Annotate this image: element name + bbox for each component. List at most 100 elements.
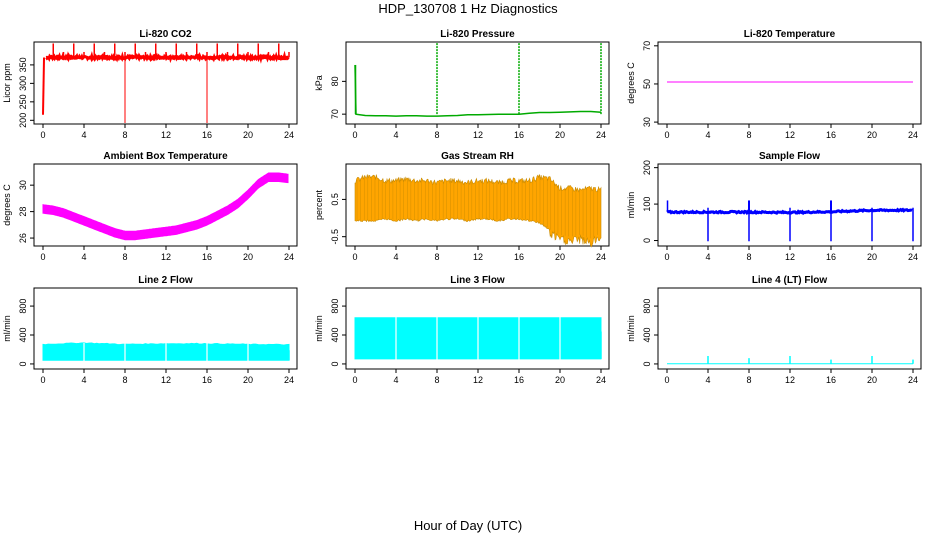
x-tick-label: 0 — [664, 375, 669, 385]
panel-title: Sample Flow — [759, 151, 820, 162]
x-tick-label: 20 — [243, 375, 253, 385]
x-tick-label: 4 — [393, 252, 398, 262]
x-tick-label: 4 — [81, 375, 86, 385]
x-tick-label: 4 — [393, 375, 398, 385]
y-axis-label: ml/min — [626, 192, 636, 219]
x-tick-label: 12 — [473, 130, 483, 140]
x-tick-label: 24 — [596, 252, 606, 262]
x-tick-label: 24 — [908, 252, 918, 262]
y-tick-label: 80 — [330, 76, 340, 86]
panel-7: Line 2 Flow ml/min 0 4 8 12 16 20 24 0 400 800 — [2, 275, 298, 385]
x-tick-label: 16 — [202, 375, 212, 385]
x-tick-label: 12 — [161, 130, 171, 140]
y-tick-label: 0.5 — [330, 193, 340, 206]
y-tick-label: 800 — [18, 299, 28, 314]
y-axis-label: degrees C — [2, 184, 12, 226]
panel-title: Li-820 Pressure — [440, 29, 515, 40]
x-tick-label: 20 — [867, 252, 877, 262]
x-tick-label: 4 — [705, 375, 710, 385]
y-tick-label: 200 — [642, 160, 652, 175]
y-tick-label: 0 — [330, 361, 340, 366]
x-tick-label: 8 — [434, 252, 439, 262]
y-tick-label: 100 — [642, 197, 652, 212]
panel-title: Line 3 Flow — [450, 275, 505, 286]
y-tick-label: 400 — [330, 327, 340, 342]
page-title: HDP_130708 1 Hz Diagnostics — [378, 1, 558, 16]
x-axis-label: Hour of Day (UTC) — [413, 518, 523, 533]
plot-frame — [657, 41, 922, 125]
x-tick-label: 0 — [40, 252, 45, 262]
panel-2: Li-820 Pressure kPa 0 4 8 12 16 20 24 70 80 — [314, 29, 610, 140]
x-tick-label: 8 — [122, 252, 127, 262]
y-axis-label: percent — [314, 189, 324, 220]
x-tick-label: 0 — [40, 130, 45, 140]
x-tick-label: 20 — [867, 130, 877, 140]
y-tick-label: 200 — [18, 113, 28, 128]
x-tick-label: 4 — [705, 252, 710, 262]
y-tick-label: 70 — [330, 109, 340, 119]
panel-title: Li-820 Temperature — [744, 29, 836, 40]
x-tick-label: 12 — [161, 252, 171, 262]
panel-4: Ambient Box Temperature degrees C 0 4 8 12 16 2… — [2, 151, 298, 262]
panel-8: Line 3 Flow ml/min 0 4 8 12 16 20 24 0 400 800 — [314, 275, 610, 385]
x-tick-label: 8 — [434, 375, 439, 385]
y-tick-label: 300 — [18, 76, 28, 91]
series-band — [354, 174, 602, 248]
series-line — [45, 50, 290, 64]
x-tick-label: 8 — [434, 130, 439, 140]
panel-title: Gas Stream RH — [441, 151, 514, 162]
x-tick-label: 12 — [785, 375, 795, 385]
x-tick-label: 16 — [514, 375, 524, 385]
y-axis-label: ml/min — [314, 315, 324, 342]
y-tick-label: 30 — [18, 180, 28, 190]
x-tick-label: 12 — [785, 130, 795, 140]
y-axis-label: degrees C — [626, 62, 636, 104]
y-tick-label: 50 — [642, 79, 652, 89]
x-tick-label: 16 — [202, 130, 212, 140]
x-tick-label: 20 — [555, 252, 565, 262]
x-tick-label: 4 — [705, 130, 710, 140]
x-tick-label: 4 — [81, 130, 86, 140]
x-tick-label: 24 — [284, 130, 294, 140]
panel-1: Li-820 CO2 Licor ppm 0 4 8 12 16 20 24 200 250 300 3… — [2, 29, 298, 140]
series-line — [42, 57, 46, 115]
x-tick-label: 8 — [122, 130, 127, 140]
x-tick-label: 12 — [161, 375, 171, 385]
x-tick-label: 4 — [393, 130, 398, 140]
y-tick-label: 30 — [642, 117, 652, 127]
y-tick-label: 800 — [642, 299, 652, 314]
x-tick-label: 12 — [473, 252, 483, 262]
x-tick-label: 24 — [908, 130, 918, 140]
x-tick-label: 24 — [596, 375, 606, 385]
panel-3: Li-820 Temperature degrees C 0 4 8 12 16 20 24 30… — [626, 29, 922, 140]
x-tick-label: 16 — [202, 252, 212, 262]
y-tick-label: 0 — [18, 361, 28, 366]
y-tick-label: 0 — [642, 361, 652, 366]
x-tick-label: 16 — [826, 130, 836, 140]
x-tick-label: 8 — [746, 130, 751, 140]
x-tick-label: 0 — [352, 375, 357, 385]
x-tick-label: 4 — [81, 252, 86, 262]
y-axis-label: ml/min — [626, 315, 636, 342]
x-tick-label: 8 — [746, 252, 751, 262]
x-tick-label: 16 — [514, 130, 524, 140]
x-tick-label: 8 — [122, 375, 127, 385]
y-axis-label: kPa — [314, 75, 324, 91]
y-axis-label: Licor ppm — [2, 63, 12, 103]
x-tick-label: 20 — [243, 252, 253, 262]
x-tick-label: 16 — [514, 252, 524, 262]
y-tick-label: 400 — [18, 327, 28, 342]
series-line — [354, 64, 602, 117]
y-tick-label: 400 — [642, 327, 652, 342]
x-tick-label: 0 — [40, 375, 45, 385]
y-tick-label: -0.5 — [330, 229, 340, 245]
x-tick-label: 24 — [284, 252, 294, 262]
panel-title: Line 2 Flow — [138, 275, 193, 286]
panel-title: Li-820 CO2 — [139, 29, 192, 40]
y-tick-label: 0 — [642, 238, 652, 243]
x-tick-label: 0 — [664, 130, 669, 140]
panel-5: Gas Stream RH percent 0 4 8 12 16 20 24 -0.5 0.5 — [314, 151, 610, 262]
y-tick-label: 28 — [18, 207, 28, 217]
x-tick-label: 12 — [785, 252, 795, 262]
